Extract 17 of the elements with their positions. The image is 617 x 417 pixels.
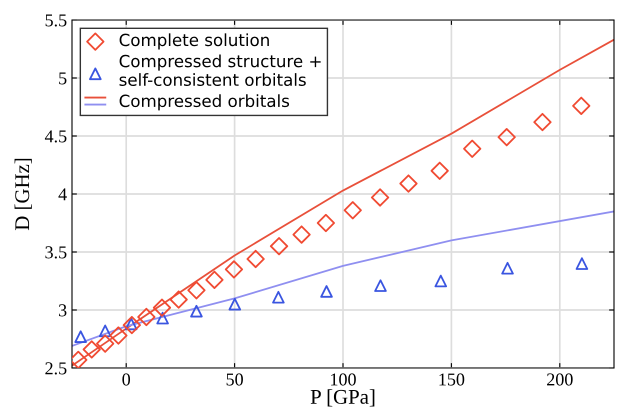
legend-label: Compressed orbitals [120, 94, 290, 110]
legend-label: Compressed structure + self-consistent orbitals [120, 54, 321, 86]
x-tick-label: 0 [122, 373, 130, 386]
y-axis-title: D [GHz] [14, 158, 32, 230]
x-tick-label: 50 [226, 373, 243, 386]
legend-label: Complete solution [120, 33, 269, 50]
y-tick-label: 3 [58, 304, 66, 316]
y-tick-label: 4 [58, 188, 67, 200]
x-tick-label: 150 [439, 373, 464, 386]
y-tick-label: 4.5 [44, 130, 66, 143]
y-tick-label: 3.5 [45, 246, 66, 259]
x-axis-title: P [GPa] [310, 389, 374, 406]
y-tick-label: 5 [59, 72, 66, 84]
y-tick-label: 5.5 [46, 14, 66, 27]
x-tick-label: 200 [547, 373, 573, 386]
y-tick-label: 2.5 [45, 362, 66, 375]
x-tick-label: 100 [331, 373, 356, 386]
